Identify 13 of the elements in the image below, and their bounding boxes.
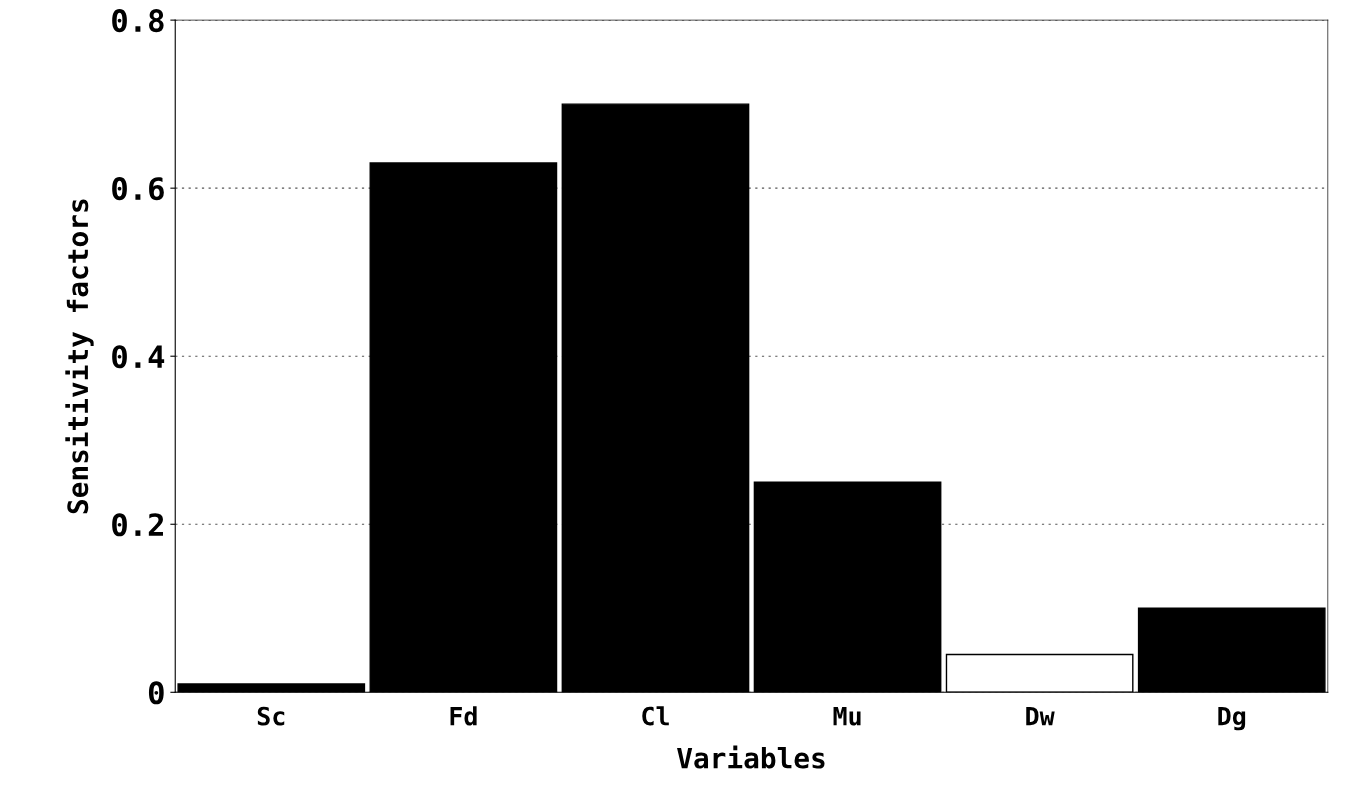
y-tick-label: 0 bbox=[148, 681, 164, 705]
x-tick-label: Dw bbox=[1026, 706, 1055, 726]
x-tick-label: Dg bbox=[1218, 706, 1246, 731]
y-axis-title: Sensitivity factors bbox=[65, 199, 94, 514]
y-tick-label: 0.6 bbox=[112, 177, 164, 201]
x-tick-label: Sc bbox=[257, 706, 285, 726]
x-tick-label: Fd bbox=[450, 706, 477, 726]
y-tick-label: 0.8 bbox=[112, 9, 164, 33]
x-axis-title: Variables bbox=[677, 745, 825, 769]
y-tick-label: 0.2 bbox=[112, 513, 163, 537]
x-tick-label: Cl bbox=[642, 706, 669, 726]
y-tick-label: 0.4 bbox=[112, 345, 165, 369]
x-tick-label: Mu bbox=[833, 706, 861, 726]
